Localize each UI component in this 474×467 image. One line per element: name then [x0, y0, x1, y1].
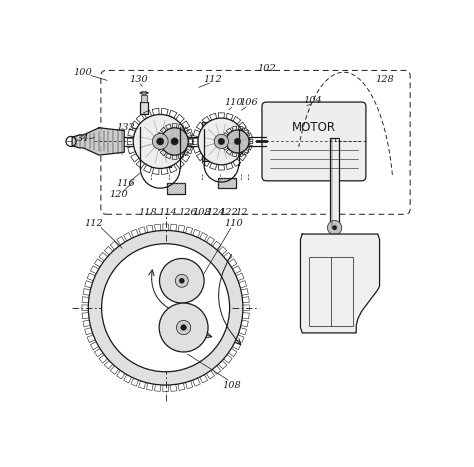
Text: 130: 130 [129, 75, 148, 84]
Circle shape [161, 128, 188, 155]
Text: 118: 118 [138, 208, 157, 217]
Bar [201, 147, 221, 161]
Text: 12: 12 [235, 208, 247, 217]
Circle shape [171, 138, 178, 145]
Bar [330, 138, 339, 228]
Text: 122: 122 [219, 208, 238, 217]
Circle shape [181, 325, 186, 331]
Circle shape [214, 134, 228, 149]
Text: 106: 106 [239, 98, 258, 107]
Bar [310, 257, 353, 326]
Circle shape [179, 278, 184, 283]
Text: 128: 128 [375, 75, 394, 84]
Circle shape [88, 230, 243, 385]
Text: 112: 112 [203, 75, 222, 84]
Text: 34: 34 [77, 134, 89, 143]
Text: 112: 112 [84, 219, 103, 228]
Bar [151, 147, 171, 167]
Text: 132: 132 [117, 123, 136, 133]
Polygon shape [72, 128, 124, 155]
Text: 120: 120 [109, 190, 128, 199]
Text: 110: 110 [225, 98, 243, 107]
Text: 116: 116 [117, 179, 136, 188]
Circle shape [218, 138, 225, 145]
Circle shape [101, 244, 229, 372]
Circle shape [234, 138, 241, 145]
Text: 104: 104 [304, 97, 322, 106]
Text: 114: 114 [158, 208, 177, 217]
Text: 102: 102 [257, 64, 276, 73]
Text: 124: 124 [207, 208, 225, 217]
Polygon shape [301, 234, 380, 333]
Circle shape [176, 320, 191, 335]
Circle shape [328, 220, 342, 235]
Bar [167, 183, 185, 194]
Text: 126: 126 [178, 208, 197, 217]
Circle shape [198, 118, 245, 165]
Circle shape [332, 226, 337, 230]
Circle shape [133, 114, 187, 169]
Bar [141, 95, 147, 102]
Text: 100: 100 [73, 68, 92, 77]
Text: 108: 108 [192, 208, 211, 217]
Bar [151, 116, 171, 136]
Circle shape [88, 230, 243, 385]
Bar [140, 102, 148, 114]
Text: MOTOR: MOTOR [292, 120, 336, 134]
Bar [218, 178, 236, 188]
Circle shape [226, 130, 249, 153]
Circle shape [159, 303, 208, 352]
Text: 108: 108 [223, 381, 242, 389]
Circle shape [159, 259, 204, 303]
Circle shape [152, 134, 168, 149]
FancyBboxPatch shape [262, 102, 366, 181]
Circle shape [175, 274, 188, 287]
Circle shape [156, 138, 164, 145]
Text: 110: 110 [225, 219, 243, 228]
Bar [201, 122, 221, 136]
